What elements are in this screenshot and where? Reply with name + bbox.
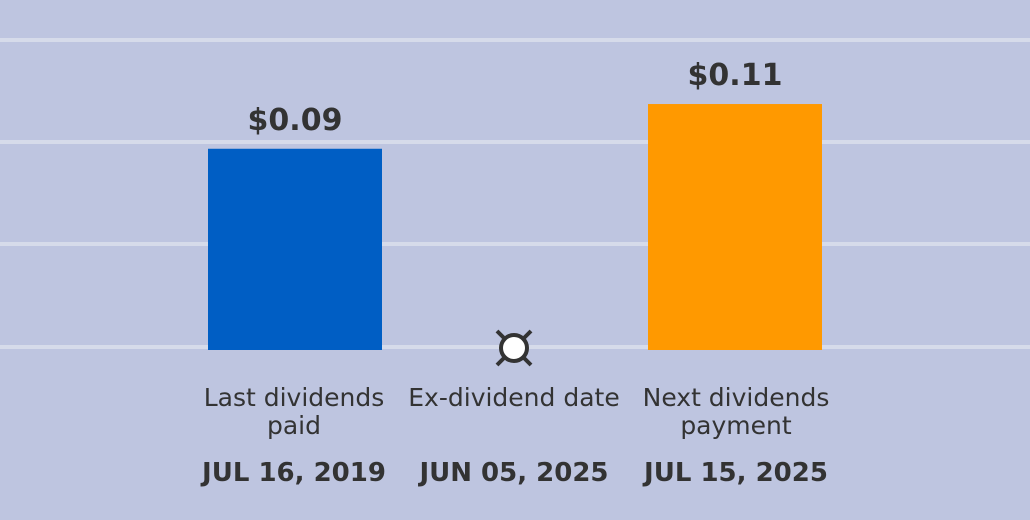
date-last-dividend: JUL 16, 2019 (202, 458, 386, 488)
date-next-dividend: JUL 15, 2025 (644, 458, 828, 488)
date-ex-dividend: JUN 05, 2025 (419, 458, 609, 488)
bar (208, 148, 382, 350)
bar (648, 104, 822, 350)
ex-dividend-marker (495, 329, 533, 367)
value-label-last-dividend: $0.09 (247, 102, 343, 138)
category-label-last-dividend: Last dividends paid (203, 383, 385, 440)
category-label-ex-dividend: Ex-dividend date (408, 383, 620, 412)
category-label-next-dividend: Next dividends payment (642, 383, 830, 440)
value-label-next-dividend: $0.11 (687, 58, 783, 94)
